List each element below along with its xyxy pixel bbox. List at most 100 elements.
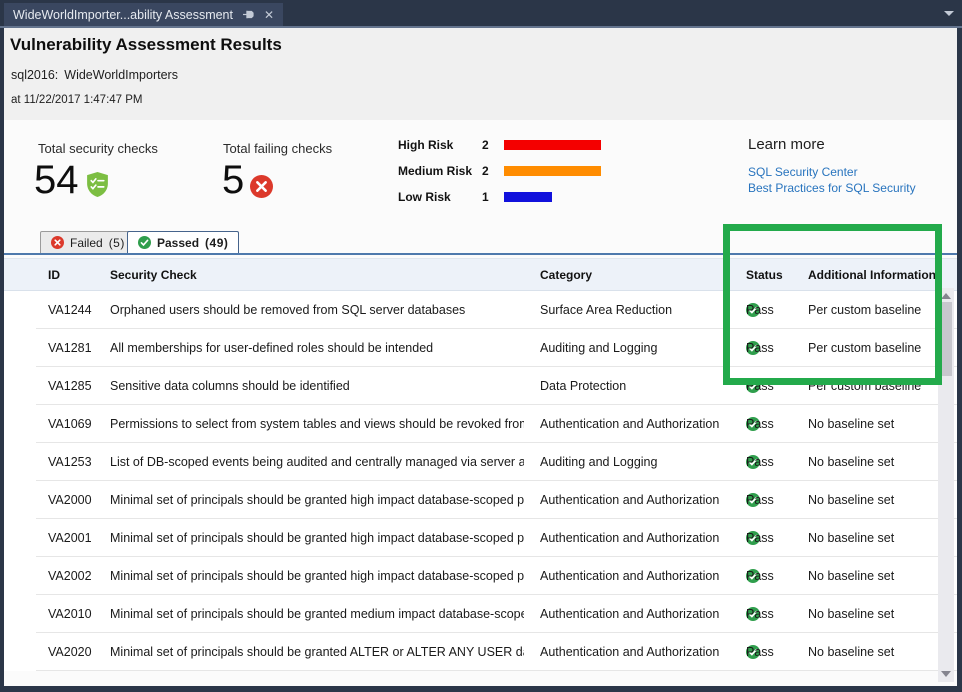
learn-more-title: Learn more — [748, 136, 825, 153]
row-id: VA2010 — [48, 607, 92, 621]
table-header: ID Security Check Category Status Additi… — [4, 258, 957, 291]
pass-circle-icon — [138, 236, 151, 249]
row-security-check: Orphaned users should be removed from SQ… — [110, 303, 466, 317]
table-row[interactable]: VA2001 Minimal set of principals should … — [4, 519, 957, 557]
server-name: sql2016: — [11, 68, 59, 82]
row-category: Authentication and Authorization — [540, 607, 720, 621]
row-security-check: Sensitive data columns should be identif… — [110, 379, 350, 393]
table-row[interactable]: VA1069 Permissions to select from system… — [4, 405, 957, 443]
low-risk-row: Low Risk 1 — [398, 190, 648, 204]
row-id: VA1285 — [48, 379, 92, 393]
row-separator — [36, 556, 957, 557]
row-status-text: Pass — [746, 303, 774, 317]
tabs-divider-line — [4, 253, 957, 255]
row-security-check: Minimal set of principals should be gran… — [110, 569, 524, 583]
table-row[interactable]: VA2010 Minimal set of principals should … — [4, 595, 957, 633]
medium-risk-label: Medium Risk — [398, 164, 473, 178]
row-id: VA1281 — [48, 341, 92, 355]
results-pane: Vulnerability Assessment Results sql2016… — [4, 28, 957, 686]
tab-passed[interactable]: Passed (49) — [127, 231, 240, 253]
pass-circle-icon — [746, 417, 760, 431]
high-risk-bar — [504, 140, 601, 150]
row-category: Data Protection — [540, 379, 627, 393]
row-security-check: Minimal set of principals should be gran… — [110, 493, 524, 507]
row-status-text: Pass — [746, 607, 774, 621]
scroll-up-icon[interactable] — [941, 293, 951, 299]
row-status-text: Pass — [746, 379, 774, 393]
chevron-down-icon[interactable] — [944, 11, 954, 16]
row-separator — [36, 328, 957, 329]
row-security-check: Minimal set of principals should be gran… — [110, 607, 524, 621]
pass-circle-icon — [746, 493, 760, 507]
row-separator — [36, 594, 957, 595]
row-security-check: Minimal set of principals should be gran… — [110, 645, 524, 659]
row-additional-info: No baseline set — [808, 531, 895, 545]
row-additional-info: Per custom baseline — [808, 303, 922, 317]
row-id: VA2001 — [48, 531, 92, 545]
pass-circle-icon — [746, 569, 760, 583]
table-body: VA1244 Orphaned users should be removed … — [4, 291, 957, 671]
close-icon[interactable]: ✕ — [263, 7, 275, 22]
row-status-text: Pass — [746, 569, 774, 583]
row-additional-info: No baseline set — [808, 569, 895, 583]
document-tab[interactable]: WideWorldImporter...ability Assessment ✕ — [4, 3, 284, 26]
row-status-text: Pass — [746, 455, 774, 469]
pass-circle-icon — [746, 341, 760, 355]
row-id: VA2020 — [48, 645, 92, 659]
pass-circle-icon — [746, 303, 760, 317]
row-status: Pass — [746, 493, 774, 507]
row-status-text: Pass — [746, 341, 774, 355]
medium-risk-row: Medium Risk 2 — [398, 164, 648, 178]
row-additional-info: Per custom baseline — [808, 379, 922, 393]
low-risk-label: Low Risk — [398, 190, 451, 204]
table-row[interactable]: VA2000 Minimal set of principals should … — [4, 481, 957, 519]
pin-icon[interactable] — [242, 8, 255, 21]
row-status-text: Pass — [746, 645, 774, 659]
table-row[interactable]: VA2020 Minimal set of principals should … — [4, 633, 957, 671]
scrollbar-thumb[interactable] — [940, 302, 952, 376]
row-separator — [36, 404, 957, 405]
row-id: VA2002 — [48, 569, 92, 583]
row-category: Auditing and Logging — [540, 341, 658, 355]
sql-security-center-link[interactable]: SQL Security Center — [748, 165, 858, 179]
row-category: Authentication and Authorization — [540, 569, 720, 583]
row-additional-info: No baseline set — [808, 607, 895, 621]
total-checks-value: 54 — [34, 158, 79, 202]
row-security-check: List of DB-scoped events being audited a… — [110, 455, 524, 469]
best-practices-link[interactable]: Best Practices for SQL Security — [748, 181, 916, 195]
fail-circle-icon — [51, 236, 64, 249]
pass-circle-icon — [746, 607, 760, 621]
row-separator — [36, 366, 957, 367]
vertical-scrollbar[interactable] — [938, 288, 954, 682]
row-additional-info: No baseline set — [808, 645, 895, 659]
scroll-down-icon[interactable] — [941, 671, 951, 677]
row-id: VA1244 — [48, 303, 92, 317]
table-row[interactable]: VA1253 List of DB-scoped events being au… — [4, 443, 957, 481]
row-additional-info: Per custom baseline — [808, 341, 922, 355]
row-category: Authentication and Authorization — [540, 531, 720, 545]
table-row[interactable]: VA1285 Sensitive data columns should be … — [4, 367, 957, 405]
medium-risk-bar — [504, 166, 601, 176]
database-name: WideWorldImporters — [64, 68, 178, 82]
row-category: Authentication and Authorization — [540, 493, 720, 507]
server-database-line: sql2016: WideWorldImporters — [11, 68, 178, 82]
tab-passed-label: Passed — [157, 235, 200, 250]
row-status: Pass — [746, 341, 774, 355]
fail-circle-icon — [250, 175, 274, 198]
document-tab-bar: WideWorldImporter...ability Assessment ✕ — [0, 0, 962, 26]
row-status: Pass — [746, 569, 774, 583]
row-separator — [36, 632, 957, 633]
tab-failed[interactable]: Failed (5) — [40, 231, 136, 253]
table-row[interactable]: VA1244 Orphaned users should be removed … — [4, 291, 957, 329]
high-risk-row: High Risk 2 — [398, 138, 648, 152]
medium-risk-count: 2 — [482, 164, 489, 178]
document-tab-title: WideWorldImporter...ability Assessment — [13, 7, 233, 22]
table-row[interactable]: VA1281 All memberships for user-defined … — [4, 329, 957, 367]
risk-summary: High Risk 2 Medium Risk 2 Low Risk 1 — [398, 138, 648, 216]
low-risk-count: 1 — [482, 190, 489, 204]
table-row[interactable]: VA2002 Minimal set of principals should … — [4, 557, 957, 595]
row-status: Pass — [746, 607, 774, 621]
scan-timestamp: at 11/22/2017 1:47:47 PM — [11, 94, 143, 106]
row-status-text: Pass — [746, 417, 774, 431]
